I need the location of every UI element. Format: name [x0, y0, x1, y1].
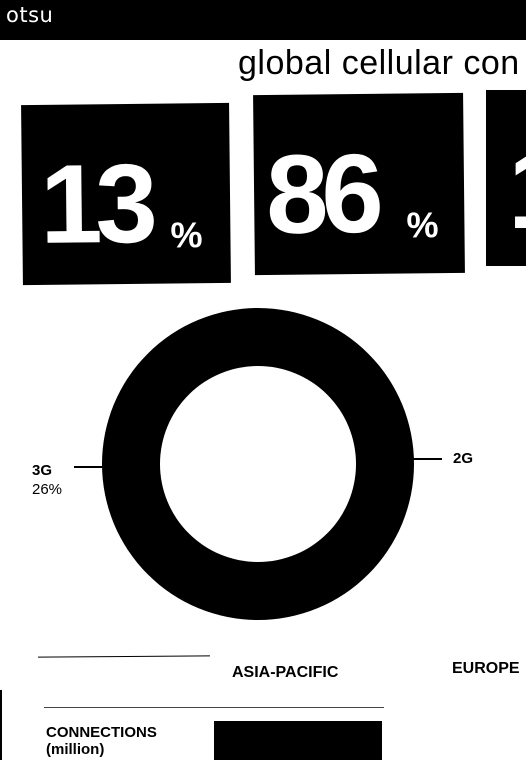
stat-unit-1: % [170, 214, 203, 256]
connections-heading: CONNECTIONS (million) [46, 724, 157, 758]
connections-unit: (million) [46, 741, 105, 758]
page-edge [0, 690, 2, 760]
connections-title: CONNECTIONS [46, 724, 157, 741]
donut-hole [160, 366, 356, 562]
stat-box-2: 86 % [253, 92, 465, 276]
donut-chart [102, 308, 414, 620]
region-heading-asia-pacific: ASIA-PACIFIC [232, 664, 339, 681]
title-bar: otsu [0, 0, 526, 40]
segment-label-3g: 3G [32, 462, 53, 479]
region-heading-europe: EUROPE [452, 660, 520, 677]
stat-box-3: 1 [486, 90, 526, 266]
divider-line-lower [44, 707, 384, 708]
window-title: otsu [6, 3, 54, 27]
stat-box-1: 13 % [21, 102, 231, 286]
connections-bar [214, 721, 382, 760]
stat-value-1: 13 [39, 140, 152, 267]
stat-value-2: 86 [265, 130, 378, 257]
page-headline: global cellular con [238, 44, 520, 82]
divider-line-left [37, 655, 211, 658]
stat-unit-2: % [406, 204, 439, 246]
leader-line-3g [74, 466, 104, 468]
segment-label-2g: 2G [453, 450, 474, 467]
stat-value-3: 1 [508, 134, 526, 246]
leader-line-2g [412, 458, 442, 460]
segment-value-3g: 26% [32, 481, 63, 498]
